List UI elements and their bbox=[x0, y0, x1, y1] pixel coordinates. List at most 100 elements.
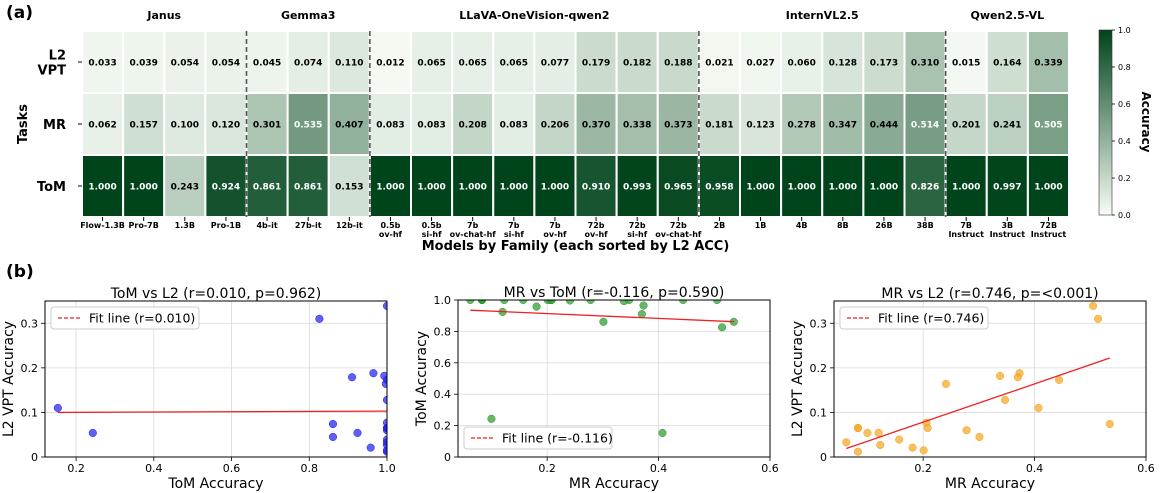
heatmap-cell-label: 0.535 bbox=[294, 121, 322, 131]
scatter-points bbox=[466, 300, 738, 438]
heatmap-col-label: 72b bbox=[588, 221, 605, 230]
plot-title: MR vs L2 (r=0.746, p=<0.001) bbox=[881, 286, 1098, 302]
scatter-point bbox=[381, 379, 387, 388]
scatter-point bbox=[876, 440, 885, 450]
heatmap-cell bbox=[410, 154, 454, 218]
heatmap-col-label: Instruct bbox=[1031, 230, 1067, 239]
heatmap-cell-label: 0.370 bbox=[582, 121, 610, 131]
heatmap-cell-label: 0.243 bbox=[171, 183, 199, 193]
heatmap-cell bbox=[1026, 30, 1070, 94]
x-axis-label: MR Accuracy bbox=[569, 476, 659, 492]
heatmap-cell-label: 1.000 bbox=[870, 183, 898, 193]
y-tick-label: 0 bbox=[820, 451, 827, 464]
heatmap-cell bbox=[615, 154, 659, 218]
heatmap-cell bbox=[944, 30, 988, 94]
heatmap-cell-label: 1.000 bbox=[952, 183, 980, 193]
heatmap-cell-label: 0.062 bbox=[88, 121, 116, 131]
y-tick-label: 0.3 bbox=[810, 317, 828, 330]
heatmap-cell-label: 0.347 bbox=[829, 121, 857, 131]
heatmap-cell bbox=[533, 154, 577, 218]
heatmap-row-label: MR bbox=[43, 118, 66, 133]
legend-label: Fit line (r=-0.116) bbox=[502, 431, 613, 446]
legend-label: Fit line (r=0.010) bbox=[89, 311, 195, 326]
x-axis-label: ToM Accuracy bbox=[167, 476, 263, 492]
heatmap-cell-label: 0.060 bbox=[787, 59, 815, 69]
heatmap-cell-label: 0.373 bbox=[664, 121, 692, 131]
scatter-points bbox=[842, 301, 1114, 456]
y-tick-label: 0.1 bbox=[21, 406, 39, 419]
plot-frame bbox=[457, 299, 771, 458]
y-tick-label: 0.8 bbox=[434, 325, 452, 338]
y-tick-label: 0.2 bbox=[21, 362, 39, 375]
heatmap-cell-label: 0.206 bbox=[541, 121, 569, 131]
scatter-point bbox=[718, 323, 727, 332]
heatmap-cell-label: 0.083 bbox=[376, 121, 404, 131]
plot-frame bbox=[44, 300, 388, 458]
heatmap-col-label: 12b-it bbox=[336, 221, 363, 230]
heatmap-cell-label: 1.000 bbox=[746, 183, 774, 193]
x-tick-label: 0.4 bbox=[650, 462, 668, 475]
colorbar bbox=[1098, 29, 1113, 216]
heatmap-cell-label: 0.444 bbox=[870, 121, 898, 131]
fit-line bbox=[470, 309, 734, 323]
heatmap-cell-label: 1.000 bbox=[458, 183, 486, 193]
heatmap-cell bbox=[656, 92, 700, 156]
heatmap-cell-label: 0.241 bbox=[993, 121, 1021, 131]
y-axis-label: L2 VPT Accuracy bbox=[1, 321, 17, 437]
scatter-point bbox=[1034, 403, 1043, 413]
heatmap-cell-label: 0.033 bbox=[88, 59, 116, 69]
scatter-point bbox=[941, 379, 951, 388]
heatmap-cell-label: 0.065 bbox=[500, 59, 528, 69]
heatmap-cell-label: 0.100 bbox=[171, 121, 199, 131]
heatmap-cell-label: 0.054 bbox=[212, 59, 240, 69]
legend-label: Fit line (r=0.746) bbox=[878, 311, 984, 326]
scatter-point bbox=[88, 428, 97, 437]
scatter-plot: 0.2 0.4 0.6 0.8 1.0 0 0.1 0.2 0.3 ToM vs L2 (r=0.… bbox=[1, 286, 396, 492]
heatmap-col-label: 3B bbox=[1001, 221, 1013, 230]
family-label: Janus bbox=[146, 9, 181, 22]
heatmap-cell-label: 0.021 bbox=[705, 59, 733, 69]
heatmap-cell bbox=[245, 154, 289, 218]
heatmap-cell bbox=[574, 154, 618, 218]
heatmap-cell bbox=[821, 154, 865, 218]
heatmap-cell-label: 0.407 bbox=[335, 121, 363, 131]
heatmap-cell bbox=[1026, 92, 1070, 156]
heatmap-cell-label: 0.188 bbox=[664, 59, 692, 69]
heatmap-cell-label: 0.045 bbox=[253, 59, 281, 69]
heatmap-cell-label: 0.181 bbox=[705, 121, 733, 131]
heatmap-cell-label: 0.164 bbox=[993, 59, 1021, 69]
heatmap-cell-label: 1.000 bbox=[500, 183, 528, 193]
heatmap-col-label: 7B bbox=[960, 221, 972, 230]
heatmap-col-label: Pro-1B bbox=[211, 221, 241, 230]
fit-line bbox=[57, 410, 387, 414]
heatmap-row-label: L2 bbox=[49, 49, 66, 64]
scatter-point bbox=[382, 446, 387, 455]
heatmap-cell-label: 0.077 bbox=[541, 59, 569, 69]
heatmap: 0.033 0.039 0.054 0.054 0.045 0.074 0.110 0.012… bbox=[16, 9, 1070, 254]
heatmap-cell-label: 1.000 bbox=[417, 183, 445, 193]
heatmap-y-title: Tasks bbox=[16, 104, 31, 144]
heatmap-row-label: ToM bbox=[37, 180, 66, 195]
plot-title: MR vs ToM (r=-0.116, p=0.590) bbox=[504, 285, 725, 301]
fit-line bbox=[846, 357, 1110, 450]
heatmap-col-label: 4b-it bbox=[256, 221, 277, 230]
heatmap-cell-label: 0.182 bbox=[623, 59, 651, 69]
heatmap-cell bbox=[821, 30, 865, 94]
y-tick-label: 0.3 bbox=[21, 317, 39, 330]
x-tick-label: 0.4 bbox=[1026, 462, 1044, 475]
panel-b-label: (b) bbox=[6, 262, 34, 282]
colorbar-tick-label: 0.6 bbox=[1118, 100, 1131, 109]
heatmap-cell bbox=[451, 92, 495, 156]
heatmap-cell-label: 0.012 bbox=[376, 59, 404, 69]
heatmap-col-label: ov-chat-hf bbox=[450, 230, 497, 239]
heatmap-cell-label: 0.083 bbox=[417, 121, 445, 131]
heatmap-cell bbox=[985, 154, 1029, 218]
heatmap-col-label: 1B bbox=[755, 221, 767, 230]
colorbar-tick-label: 0.0 bbox=[1118, 211, 1131, 220]
x-tick-label: 1.0 bbox=[378, 462, 396, 475]
heatmap-cell-label: 0.958 bbox=[705, 183, 733, 193]
heatmap-cell-label: 0.208 bbox=[458, 121, 486, 131]
scatter-point bbox=[369, 369, 378, 378]
scatter-point bbox=[315, 314, 324, 323]
scatter-point bbox=[895, 435, 904, 444]
